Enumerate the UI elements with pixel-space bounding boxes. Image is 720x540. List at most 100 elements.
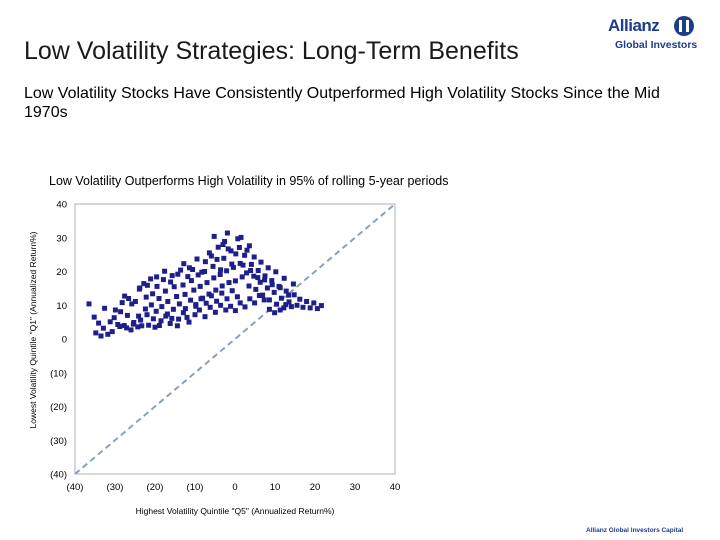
data-point-80 bbox=[266, 297, 272, 303]
data-point-187 bbox=[211, 233, 217, 239]
data-point-185 bbox=[277, 307, 283, 313]
data-point-154 bbox=[290, 281, 296, 287]
data-point-27 bbox=[150, 291, 156, 297]
logo-wordmark: Allianz bbox=[608, 16, 660, 35]
data-point-63 bbox=[228, 248, 234, 254]
data-point-94 bbox=[304, 299, 310, 304]
data-point-17 bbox=[128, 327, 134, 333]
data-point-19 bbox=[132, 299, 138, 304]
data-point-35 bbox=[167, 321, 173, 326]
data-point-131 bbox=[202, 259, 208, 265]
data-point-158 bbox=[131, 320, 137, 325]
data-point-152 bbox=[281, 275, 287, 281]
data-point-114 bbox=[208, 293, 214, 299]
data-point-109 bbox=[182, 306, 188, 312]
data-point-86 bbox=[281, 305, 287, 311]
data-point-20 bbox=[135, 324, 141, 330]
data-point-103 bbox=[148, 302, 154, 308]
data-point-144 bbox=[251, 254, 257, 260]
data-point-173 bbox=[218, 302, 224, 308]
data-point-59 bbox=[219, 283, 225, 289]
data-point-78 bbox=[262, 273, 268, 279]
data-point-81 bbox=[269, 278, 275, 284]
data-point-186 bbox=[283, 302, 289, 308]
data-point-182 bbox=[261, 297, 267, 303]
data-point-23 bbox=[141, 281, 147, 287]
data-point-83 bbox=[274, 301, 280, 307]
data-point-123 bbox=[162, 268, 168, 274]
data-point-6 bbox=[102, 305, 108, 311]
data-point-142 bbox=[244, 247, 250, 253]
data-point-3 bbox=[96, 320, 102, 326]
data-point-119 bbox=[234, 294, 240, 300]
data-point-110 bbox=[188, 297, 194, 303]
data-point-172 bbox=[212, 309, 218, 315]
data-point-190 bbox=[246, 243, 252, 249]
data-point-5 bbox=[100, 325, 106, 331]
y-tick-label: 0 bbox=[62, 335, 67, 346]
data-point-4 bbox=[98, 333, 104, 339]
data-point-122 bbox=[154, 274, 160, 280]
x-tick-label: 10 bbox=[270, 482, 281, 493]
data-point-40 bbox=[178, 267, 184, 273]
data-point-179 bbox=[247, 296, 253, 302]
data-point-174 bbox=[223, 307, 229, 313]
data-point-34 bbox=[165, 299, 171, 304]
data-point-141 bbox=[240, 262, 246, 268]
data-point-95 bbox=[307, 305, 313, 311]
data-point-58 bbox=[217, 272, 223, 277]
data-point-183 bbox=[266, 306, 272, 312]
data-point-73 bbox=[251, 273, 257, 279]
data-point-98 bbox=[318, 303, 324, 309]
data-point-7 bbox=[105, 331, 111, 337]
data-point-71 bbox=[246, 283, 252, 289]
data-point-97 bbox=[314, 306, 320, 312]
data-point-165 bbox=[174, 323, 180, 329]
allianz-logo: Allianz Global Investors bbox=[606, 15, 698, 55]
data-point-133 bbox=[210, 263, 216, 269]
data-point-171 bbox=[207, 304, 213, 310]
data-point-146 bbox=[258, 259, 264, 265]
data-point-167 bbox=[186, 319, 192, 325]
data-point-52 bbox=[204, 280, 210, 286]
data-point-176 bbox=[232, 308, 238, 314]
data-point-28 bbox=[152, 324, 158, 330]
data-point-56 bbox=[213, 287, 219, 293]
data-point-1 bbox=[91, 314, 97, 320]
data-point-25 bbox=[146, 322, 152, 328]
data-point-136 bbox=[221, 255, 227, 261]
data-point-32 bbox=[160, 277, 166, 283]
x-axis-tick-labels: (40) (30) (20) (10) 0 10 20 30 40 bbox=[67, 482, 401, 493]
data-point-125 bbox=[175, 271, 181, 277]
data-point-134 bbox=[214, 256, 220, 262]
data-point-16 bbox=[126, 296, 132, 301]
data-point-111 bbox=[193, 302, 199, 308]
footer-credit: Allianz Global Investors Capital bbox=[586, 527, 684, 534]
data-point-121 bbox=[144, 282, 150, 288]
data-point-22 bbox=[139, 323, 145, 329]
logo-subtext: Global Investors bbox=[615, 39, 698, 51]
data-point-76 bbox=[257, 279, 263, 285]
data-point-117 bbox=[224, 296, 230, 302]
data-point-26 bbox=[148, 276, 154, 282]
data-point-65 bbox=[232, 278, 238, 284]
data-point-118 bbox=[229, 288, 235, 294]
y-axis-tick-labels: 40 30 20 10 0 (10) (20) (30) (40) bbox=[50, 200, 67, 481]
data-point-177 bbox=[237, 300, 243, 306]
x-tick-label: 0 bbox=[232, 482, 237, 493]
data-point-140 bbox=[236, 245, 242, 250]
data-point-8 bbox=[107, 319, 113, 325]
data-point-104 bbox=[153, 308, 159, 314]
data-point-132 bbox=[206, 250, 212, 256]
data-point-85 bbox=[278, 295, 284, 301]
data-point-101 bbox=[136, 313, 142, 319]
data-point-2 bbox=[93, 330, 99, 336]
data-point-153 bbox=[286, 292, 292, 298]
data-point-120 bbox=[136, 286, 142, 292]
data-point-180 bbox=[252, 300, 258, 306]
data-point-112 bbox=[198, 296, 204, 302]
slide-subtitle: Low Volatility Stocks Have Consistently … bbox=[24, 85, 660, 121]
x-tick-label: 40 bbox=[390, 482, 401, 493]
data-point-12 bbox=[117, 324, 123, 329]
